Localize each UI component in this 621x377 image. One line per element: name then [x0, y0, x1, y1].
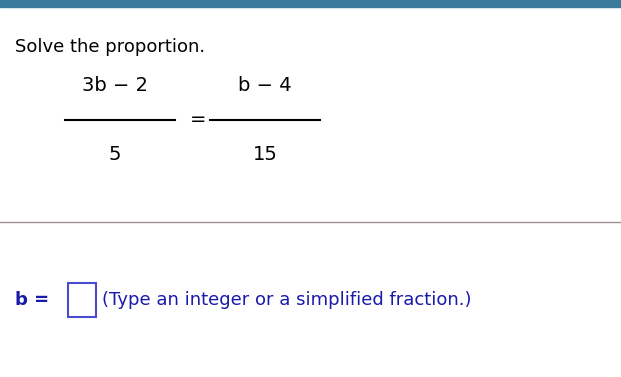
Text: b =: b =: [15, 291, 49, 309]
Text: =: =: [190, 110, 206, 130]
Text: 3b − 2: 3b − 2: [82, 76, 148, 95]
Bar: [0, 0, 621, 7]
Text: 5: 5: [109, 145, 121, 164]
Text: Solve the proportion.: Solve the proportion.: [15, 38, 205, 56]
Text: 15: 15: [253, 145, 278, 164]
Text: b − 4: b − 4: [238, 76, 292, 95]
Text: (Type an integer or a simplified fraction.): (Type an integer or a simplified fractio…: [102, 291, 471, 309]
Bar: [68, 283, 96, 317]
